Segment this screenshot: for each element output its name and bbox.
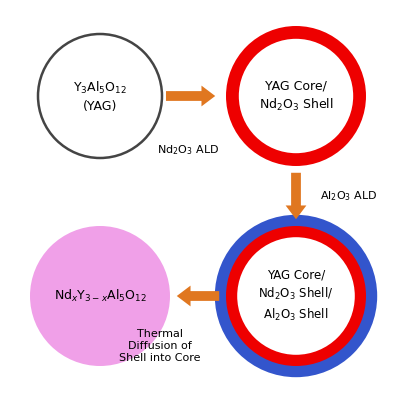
Circle shape: [38, 34, 162, 158]
Text: Al$_2$O$_3$ ALD: Al$_2$O$_3$ ALD: [320, 189, 377, 203]
Circle shape: [237, 237, 355, 355]
Text: Nd$_x$Y$_{3-x}$Al$_5$O$_{12}$: Nd$_x$Y$_{3-x}$Al$_5$O$_{12}$: [54, 288, 146, 304]
Circle shape: [239, 39, 353, 153]
Circle shape: [215, 215, 377, 377]
Circle shape: [226, 226, 366, 366]
Text: YAG Core/
Nd$_2$O$_3$ Shell/
Al$_2$O$_3$ Shell: YAG Core/ Nd$_2$O$_3$ Shell/ Al$_2$O$_3$…: [258, 269, 334, 323]
Circle shape: [30, 226, 170, 366]
Circle shape: [226, 26, 366, 166]
Text: Thermal
Diffusion of
Shell into Core: Thermal Diffusion of Shell into Core: [119, 330, 201, 362]
Text: Nd$_2$O$_3$ ALD: Nd$_2$O$_3$ ALD: [157, 143, 219, 157]
Text: YAG Core/
Nd$_2$O$_3$ Shell: YAG Core/ Nd$_2$O$_3$ Shell: [259, 79, 333, 113]
Text: Y$_3$Al$_5$O$_{12}$
(YAG): Y$_3$Al$_5$O$_{12}$ (YAG): [73, 80, 127, 112]
